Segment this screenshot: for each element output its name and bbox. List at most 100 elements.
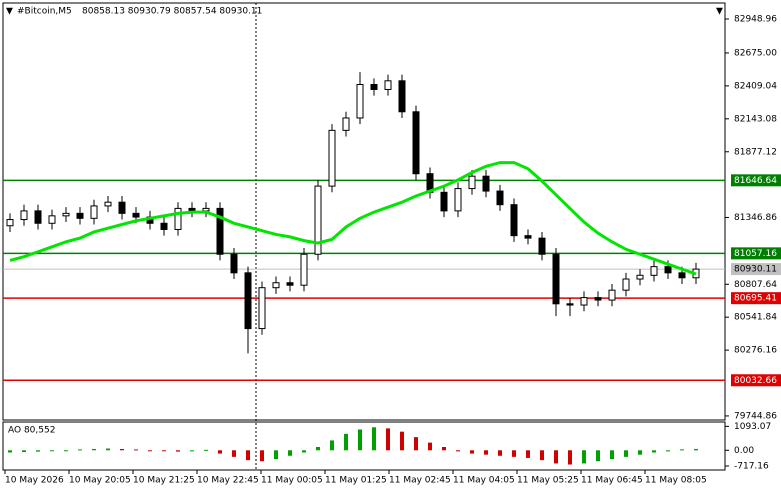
- x-tick-label: 11 May 08:05: [645, 476, 707, 486]
- ao-bar: [386, 428, 390, 451]
- x-tick-label: 10 May 21:25: [133, 476, 195, 486]
- candle-body: [454, 188, 462, 212]
- candle-body: [34, 210, 42, 224]
- ao-bar: [190, 450, 194, 452]
- ao-bar: [540, 450, 544, 461]
- ao-bar: [36, 450, 40, 452]
- candle-body: [62, 212, 70, 217]
- ao-bar: [22, 450, 26, 453]
- candle-body: [496, 190, 504, 206]
- ao-frame: [2, 421, 726, 471]
- ao-bar: [470, 450, 474, 454]
- y-tick-label: 81346.86: [734, 213, 777, 223]
- candle-body: [188, 207, 196, 212]
- x-tick-label: 11 May 06:45: [581, 476, 643, 486]
- ao-bar: [260, 450, 264, 462]
- y-tick-label: 82143.08: [734, 114, 777, 124]
- ao-title: AO 80,552: [8, 426, 55, 436]
- ao-bar: [694, 448, 698, 451]
- ao-bar: [554, 450, 558, 464]
- ao-bar: [120, 448, 124, 451]
- ao-bar: [484, 450, 488, 455]
- ao-bar: [344, 433, 348, 451]
- ao-bar: [400, 431, 404, 451]
- x-tick-label: 11 May 02:45: [389, 476, 451, 486]
- y-tick-label: 82675.00: [734, 48, 777, 58]
- ao-bar: [456, 450, 460, 452]
- candle-body: [650, 266, 658, 276]
- ao-bar: [148, 450, 152, 452]
- ao-bar: [680, 449, 684, 451]
- candle-body: [370, 84, 378, 90]
- candle-body: [258, 287, 266, 330]
- y-tick-label: 80276.16: [734, 346, 777, 356]
- candle-body: [118, 201, 126, 214]
- x-tick-label: 10 May 2026: [5, 476, 64, 486]
- ohlc-text: 80858.13 80930.79 80857.54 80930.11: [82, 7, 262, 17]
- candle-body: [230, 253, 238, 274]
- x-tick-label: 10 May 22:45: [197, 476, 259, 486]
- candle-body: [412, 111, 420, 175]
- current-price-label: 80930.11: [734, 265, 777, 275]
- y-tick-label: 82409.04: [734, 81, 777, 91]
- candle-body: [272, 282, 280, 289]
- ao-bar: [526, 450, 530, 458]
- candle-body: [398, 80, 406, 113]
- ao-bar: [246, 450, 250, 461]
- price-frame: [2, 2, 726, 421]
- candle-body: [580, 297, 588, 306]
- ao-bar: [610, 450, 614, 460]
- candle-body: [482, 175, 490, 192]
- ao-bar: [512, 450, 516, 457]
- candle-body: [202, 207, 210, 212]
- level-label: 80032.66: [734, 376, 777, 386]
- level-label-box: [731, 247, 781, 260]
- ao-bar: [302, 450, 306, 453]
- candle-body: [6, 219, 14, 227]
- candle-body: [174, 207, 182, 230]
- ao-tick-label: 0.00: [734, 446, 754, 456]
- ao-tick-label: -717.16: [734, 461, 769, 471]
- ao-bar: [498, 450, 502, 456]
- candle-body: [594, 297, 602, 301]
- level-label: 81057.16: [734, 249, 777, 259]
- x-tick-label: 11 May 01:25: [325, 476, 387, 486]
- ao-bar: [582, 450, 586, 464]
- ao-bar: [78, 449, 82, 451]
- ao-bar: [64, 450, 68, 452]
- ao-tick-label: 1093.07: [734, 422, 771, 432]
- candle-body: [440, 191, 448, 212]
- level-label: 80695.41: [734, 294, 777, 304]
- candle-body: [636, 274, 644, 280]
- candle-body: [90, 205, 98, 219]
- ao-bar: [624, 450, 628, 457]
- moving-average: [9, 161, 697, 276]
- candle-body: [48, 215, 56, 224]
- candle-body: [216, 207, 224, 255]
- candle-body: [244, 272, 252, 330]
- ao-bar: [330, 440, 334, 451]
- ao-bar: [414, 437, 418, 451]
- x-tick-label: 11 May 00:05: [261, 476, 323, 486]
- ao-bar: [204, 449, 208, 451]
- candle-body: [566, 303, 574, 306]
- candle-body: [20, 210, 28, 221]
- candle-body: [664, 266, 672, 274]
- ao-bar: [358, 429, 362, 451]
- ao-bar: [232, 450, 236, 457]
- candle-body: [384, 80, 392, 90]
- candle-body: [622, 278, 630, 291]
- ao-bar: [50, 450, 54, 452]
- candle-body: [286, 282, 294, 286]
- ao-bar: [638, 450, 642, 455]
- x-tick-label: 11 May 05:25: [517, 476, 579, 486]
- candle-body: [314, 185, 322, 255]
- level-label: 81646.64: [734, 176, 777, 186]
- ao-bar: [8, 450, 12, 453]
- candle-body: [356, 84, 364, 119]
- y-tick-label: 79744.86: [734, 411, 777, 421]
- candle-body: [510, 204, 518, 237]
- candle-body: [328, 129, 336, 187]
- y-tick-label: 80541.84: [734, 313, 777, 323]
